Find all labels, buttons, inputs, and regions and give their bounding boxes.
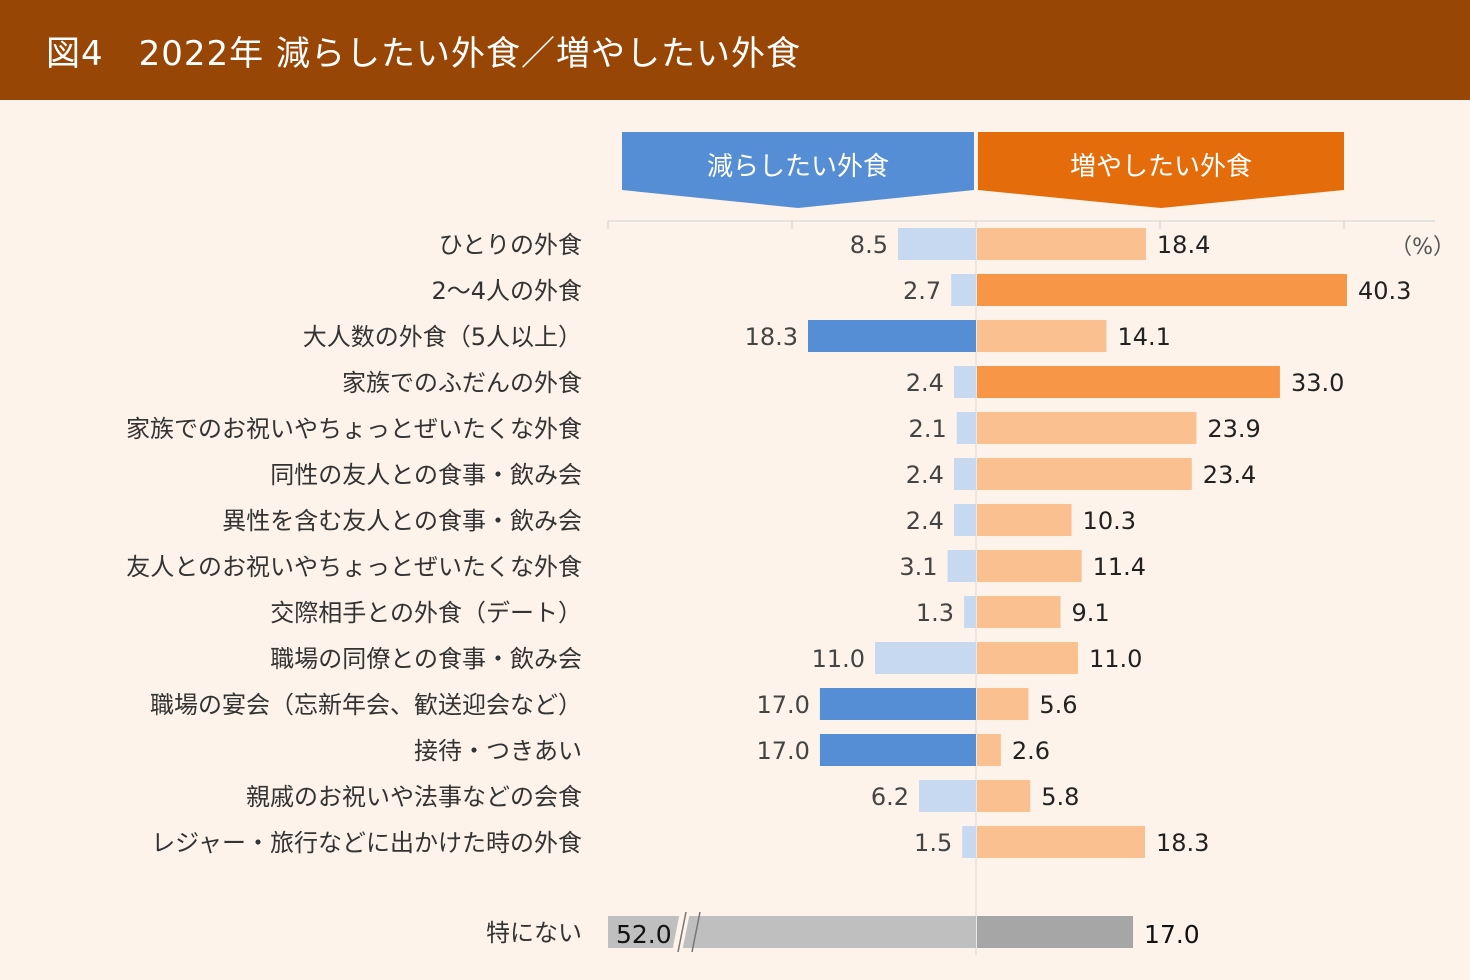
bar-decrease [964, 596, 976, 628]
axis-break-mark [691, 911, 701, 953]
value-label-decrease: 6.2 [871, 783, 909, 811]
bar-decrease [956, 412, 976, 444]
unit-label: （%） [1390, 235, 1455, 260]
value-label-increase: 11.4 [1093, 553, 1146, 581]
bar-increase [977, 504, 1072, 536]
category-label: 接待・つきあい [414, 737, 582, 765]
category-label: 友人とのお祝いやちょっとぜいたくな外食 [126, 553, 582, 581]
bar-increase [977, 412, 1197, 444]
category-label-none: 特にない [486, 919, 582, 947]
category-label: 同性の友人との食事・飲み会 [270, 461, 582, 489]
bar-increase [977, 228, 1146, 260]
bar-decrease [947, 550, 976, 582]
category-label: 2～4人の外食 [431, 277, 582, 305]
value-label-increase: 18.3 [1156, 829, 1209, 857]
axis-break-gap [672, 912, 690, 952]
category-label: 家族でのお祝いやちょっとぜいたくな外食 [126, 415, 582, 443]
value-label-increase: 5.6 [1039, 691, 1077, 719]
bar-decrease [819, 688, 976, 720]
value-label-decrease: 17.0 [757, 691, 810, 719]
category-label: 職場の同僚との食事・飲み会 [270, 645, 582, 673]
bar-increase [977, 734, 1001, 766]
bar-decrease [962, 826, 976, 858]
category-label: 異性を含む友人との食事・飲み会 [222, 507, 582, 535]
bar-decrease [953, 366, 976, 398]
bar-increase [977, 550, 1082, 582]
value-label-increase: 10.3 [1083, 507, 1136, 535]
bar-decrease [951, 274, 976, 306]
chart-title: 図4 2022年 減らしたい外食／増やしたい外食 [46, 34, 801, 74]
value-label-decrease: 2.4 [906, 369, 944, 397]
bar-increase [977, 320, 1107, 352]
category-label: 大人数の外食（5人以上） [303, 323, 582, 351]
value-label-decrease: 11.0 [812, 645, 865, 673]
category-label: 家族でのふだんの外食 [342, 369, 582, 397]
value-label-decrease: 8.5 [850, 231, 888, 259]
bar-increase [977, 780, 1031, 812]
bar-decrease [808, 320, 976, 352]
value-label-decrease: 1.5 [914, 829, 952, 857]
bar-increase [977, 596, 1061, 628]
bar-decrease [953, 504, 976, 536]
header-increase-banner [978, 132, 1344, 208]
bar-increase [977, 274, 1347, 306]
value-label-increase: 5.8 [1041, 783, 1079, 811]
category-label: 交際相手との外食（デート） [270, 599, 582, 627]
bar-decrease [919, 780, 976, 812]
category-label: レジャー・旅行などに出かけた時の外食 [151, 829, 582, 857]
value-label-decrease: 1.3 [916, 599, 954, 627]
bar-increase [977, 366, 1280, 398]
value-label-decrease: 18.3 [745, 323, 798, 351]
bar-increase [977, 826, 1145, 858]
value-label-decrease: 2.1 [909, 415, 947, 443]
bar-decrease [819, 734, 976, 766]
header-decrease-label: 減らしたい外食 [707, 152, 889, 182]
category-label: ひとりの外食 [439, 231, 582, 259]
bar-decrease-none [608, 916, 976, 948]
value-label-increase: 40.3 [1358, 277, 1411, 305]
bar-decrease [897, 228, 976, 260]
bar-decrease [875, 642, 976, 674]
axis-break-mark [677, 911, 687, 953]
value-label-increase: 23.4 [1203, 461, 1256, 489]
title-bar: 図4 2022年 減らしたい外食／増やしたい外食 [0, 0, 1470, 100]
bar-decrease [953, 458, 976, 490]
header-increase-label: 増やしたい外食 [1070, 152, 1252, 182]
value-label-decrease: 2.7 [903, 277, 941, 305]
value-label-decrease: 2.4 [906, 461, 944, 489]
value-label-increase: 23.9 [1207, 415, 1260, 443]
value-label-increase: 2.6 [1012, 737, 1050, 765]
header-decrease-banner [622, 132, 974, 208]
category-label: 職場の宴会（忘新年会、歓送迎会など） [150, 691, 582, 719]
category-label: 親戚のお祝いや法事などの会食 [246, 783, 582, 811]
value-label-decrease-none: 52.0 [616, 920, 672, 949]
value-label-increase: 33.0 [1291, 369, 1344, 397]
value-label-increase: 9.1 [1072, 599, 1110, 627]
value-label-decrease: 17.0 [757, 737, 810, 765]
value-label-increase: 11.0 [1089, 645, 1142, 673]
bar-increase-none [977, 916, 1134, 948]
value-label-decrease: 2.4 [906, 507, 944, 535]
value-label-increase: 18.4 [1157, 231, 1210, 259]
value-label-increase-none: 17.0 [1144, 920, 1200, 949]
value-label-increase: 14.1 [1117, 323, 1170, 351]
bar-increase [977, 642, 1078, 674]
bar-increase [977, 458, 1192, 490]
value-label-decrease: 3.1 [899, 553, 937, 581]
bar-increase [977, 688, 1029, 720]
